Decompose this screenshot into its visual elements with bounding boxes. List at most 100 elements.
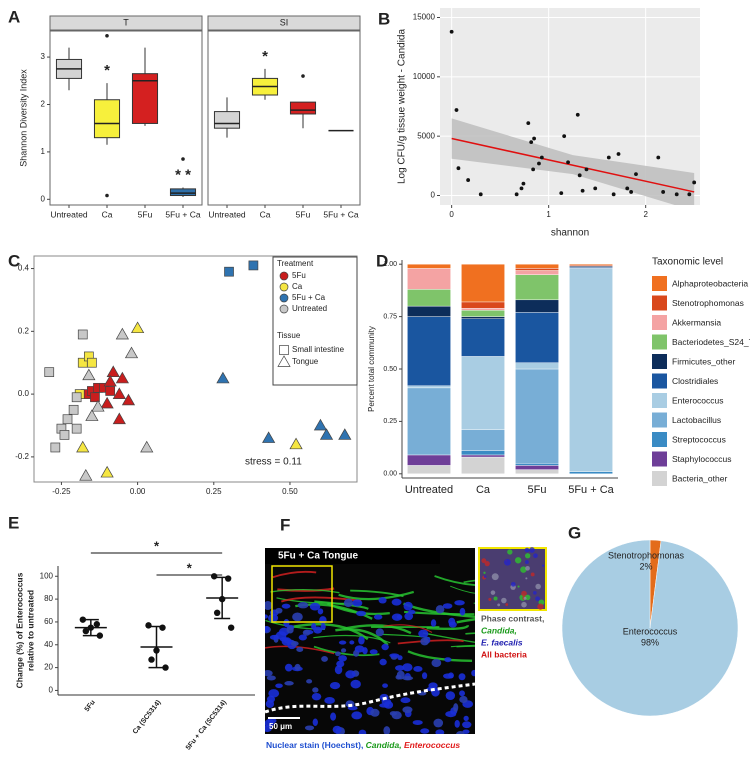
point: [162, 664, 169, 671]
nucleus: [338, 640, 347, 645]
nucleus: [340, 648, 347, 653]
fit-line: [451, 137, 695, 193]
inset-caption: Phase contrast,: [481, 613, 544, 623]
nucleus: [265, 601, 273, 610]
point: [131, 321, 145, 334]
nucleus: [343, 598, 354, 608]
nucleus: [463, 715, 469, 722]
bar-segment: [407, 268, 451, 290]
nucleus: [296, 646, 304, 652]
point: [227, 624, 235, 631]
x-tick-label: 5Fu + Ca: [568, 484, 614, 496]
nucleus: [459, 695, 468, 704]
inset-speck: [524, 547, 530, 553]
nucleus: [351, 711, 363, 720]
x-tick-label: 0: [449, 210, 454, 219]
nucleus: [456, 730, 465, 734]
nucleus: [389, 711, 397, 716]
point: [210, 573, 218, 580]
x-axis-title: shannon: [551, 228, 589, 239]
x-tick-label: Ca: [102, 209, 113, 219]
tissue-border: [265, 682, 475, 714]
nucleus: [275, 607, 283, 614]
inset-speck: [491, 573, 499, 581]
bar-segment: [515, 274, 559, 301]
nucleus: [284, 663, 293, 672]
fiber: [265, 645, 335, 655]
inset-texture: [481, 547, 545, 610]
fiber: [465, 632, 475, 635]
nucleus: [306, 679, 313, 684]
box: [131, 73, 159, 124]
point: [634, 172, 638, 177]
nucleus: [408, 609, 416, 615]
significance: * *: [175, 166, 191, 183]
legend-label: Alphaproteobacteria: [672, 278, 748, 288]
point: [593, 186, 598, 191]
nucleus: [356, 610, 367, 617]
nucleus: [431, 658, 442, 668]
inset-caption: All bacteria: [481, 649, 527, 659]
bar-segment: [515, 268, 559, 271]
box: [93, 99, 121, 139]
nucleus: [335, 651, 341, 657]
fiber: [338, 590, 415, 601]
point: [93, 621, 101, 628]
nucleus: [265, 670, 273, 677]
nucleus: [347, 706, 358, 711]
x-tick-label: -0.25: [52, 487, 71, 496]
nucleus: [420, 637, 430, 646]
nucleus: [358, 636, 365, 645]
point: [79, 469, 93, 481]
inset-speck: [504, 558, 511, 566]
legend-label: Ca: [292, 282, 303, 291]
fiber: [422, 632, 475, 643]
facet-strip: [49, 15, 203, 31]
legend-title: Tissue: [277, 331, 301, 340]
nucleus: [402, 676, 414, 681]
outlier: [181, 157, 185, 161]
nucleus: [381, 643, 389, 651]
inset-speck: [501, 597, 507, 604]
nucleus: [379, 658, 387, 666]
x-tick-label: 5Fu + Ca (SC5314): [185, 699, 228, 752]
point: [76, 440, 90, 453]
fiber: [292, 622, 369, 641]
point: [112, 412, 126, 425]
nucleus: [402, 663, 413, 672]
point: [91, 399, 105, 412]
nucleus: [268, 613, 279, 623]
nucleus: [304, 725, 315, 731]
legend-label: Bacteriodetes_S24_7: [672, 337, 750, 347]
inset-speck: [523, 596, 527, 600]
nucleus: [383, 726, 391, 734]
nucleus: [462, 721, 472, 729]
point: [248, 260, 259, 271]
bar-segment: [461, 263, 505, 303]
point: [478, 192, 483, 197]
point: [115, 327, 129, 340]
point: [62, 414, 73, 425]
nucleus: [268, 689, 280, 698]
nucleus: [284, 681, 294, 686]
fiber: [397, 639, 464, 645]
bar-segment: [407, 385, 451, 389]
point: [514, 192, 519, 197]
nucleus: [267, 718, 277, 724]
x-tick-label: 0.50: [282, 487, 298, 496]
nucleus: [404, 612, 414, 621]
nucleus: [350, 679, 361, 689]
inset-speck: [524, 560, 529, 564]
x-tick-label: 5Fu: [528, 484, 547, 496]
point: [106, 365, 120, 377]
point: [124, 346, 139, 359]
inset-caption: Candida,: [481, 625, 517, 635]
micrograph-caption: Nuclear stain (Hoechst), Candida, Entero…: [266, 740, 460, 750]
y-tick-label: 0: [41, 194, 46, 203]
inset-speck: [520, 566, 527, 573]
bar-segment: [461, 301, 505, 309]
inset-speck: [541, 564, 545, 567]
bar-segment: [461, 308, 505, 311]
nucleus: [433, 718, 444, 728]
